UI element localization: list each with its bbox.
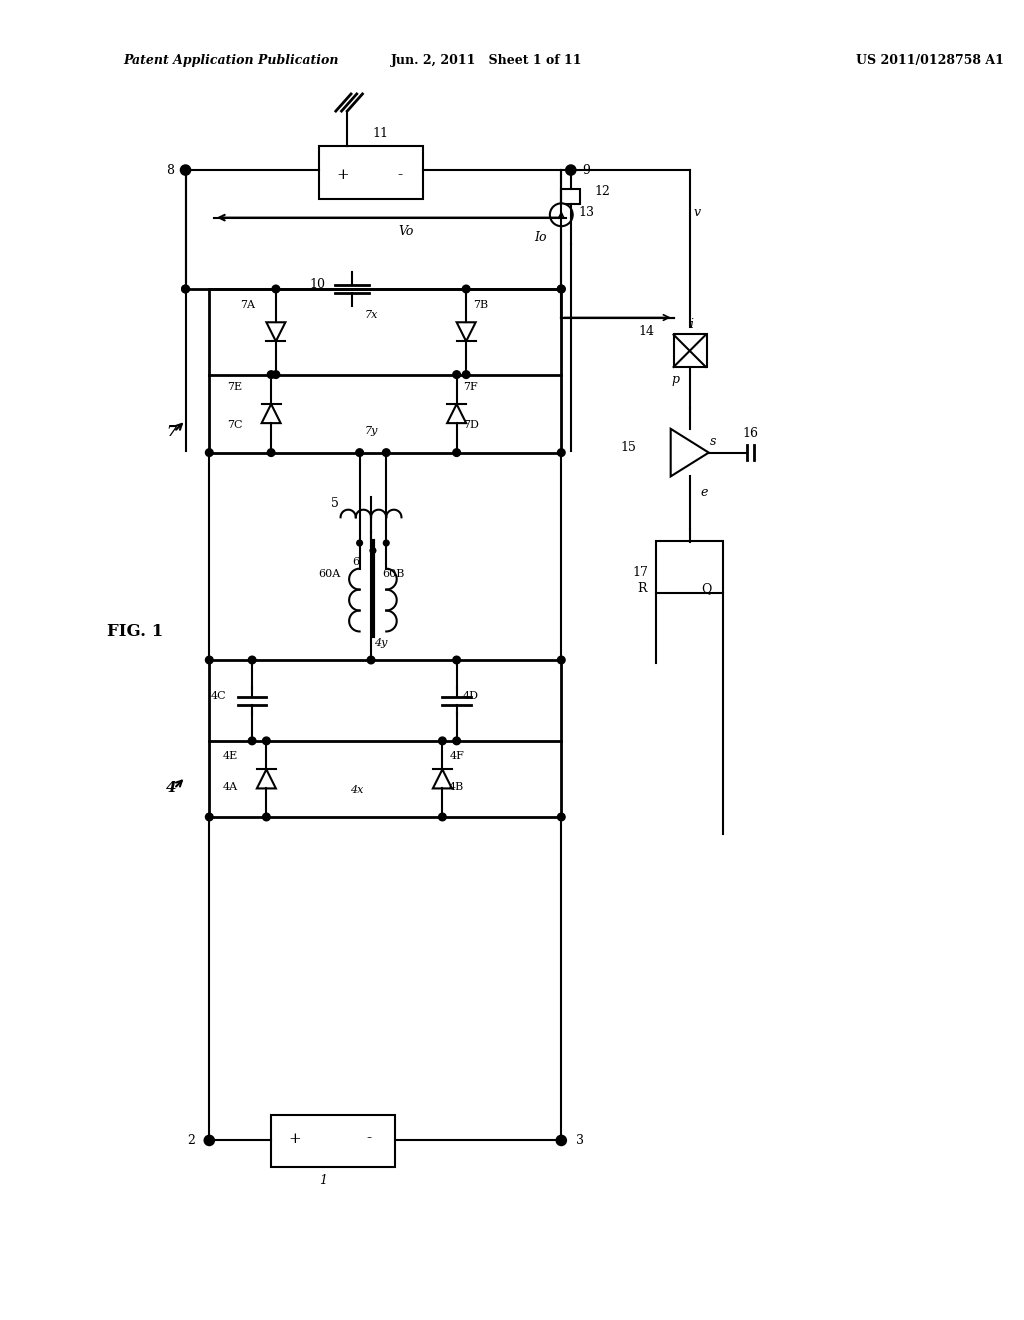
- Circle shape: [382, 449, 390, 457]
- Text: 5: 5: [331, 496, 339, 510]
- Text: 12: 12: [595, 185, 610, 198]
- Text: Io: Io: [535, 231, 547, 244]
- Circle shape: [557, 449, 565, 457]
- Text: 4A: 4A: [222, 781, 238, 792]
- Circle shape: [567, 166, 574, 174]
- Circle shape: [206, 813, 213, 821]
- Text: -: -: [397, 168, 402, 182]
- Circle shape: [453, 656, 461, 664]
- Text: 1: 1: [319, 1173, 328, 1187]
- Text: 11: 11: [373, 128, 388, 140]
- Text: 15: 15: [620, 441, 636, 454]
- Bar: [674, 334, 707, 367]
- Text: 14: 14: [639, 325, 655, 338]
- Text: 4D: 4D: [463, 692, 479, 701]
- Text: Jun. 2, 2011   Sheet 1 of 11: Jun. 2, 2011 Sheet 1 of 11: [391, 54, 583, 67]
- Bar: [318, 147, 423, 198]
- Circle shape: [262, 737, 270, 744]
- Circle shape: [438, 813, 446, 821]
- Text: v: v: [694, 206, 700, 219]
- Text: Vo: Vo: [398, 226, 414, 239]
- Text: 3: 3: [575, 1134, 584, 1147]
- Text: 4E: 4E: [222, 751, 238, 762]
- Circle shape: [438, 737, 446, 744]
- Circle shape: [453, 449, 461, 457]
- Bar: [656, 541, 723, 594]
- Circle shape: [267, 449, 274, 457]
- Text: 10: 10: [309, 277, 326, 290]
- Text: 9: 9: [583, 164, 590, 177]
- Circle shape: [262, 813, 270, 821]
- Text: R: R: [637, 582, 647, 595]
- Text: 4y: 4y: [374, 638, 387, 648]
- Text: 7x: 7x: [365, 310, 378, 319]
- Text: s: s: [711, 434, 717, 447]
- Circle shape: [557, 813, 565, 821]
- Circle shape: [267, 371, 274, 379]
- Text: 13: 13: [579, 206, 594, 219]
- Bar: [271, 1114, 395, 1167]
- Text: 4x: 4x: [350, 785, 364, 796]
- Text: 7E: 7E: [227, 381, 243, 392]
- Text: 7D: 7D: [463, 420, 479, 430]
- Circle shape: [453, 737, 461, 744]
- Text: 4F: 4F: [450, 751, 464, 762]
- Text: 60A: 60A: [318, 569, 340, 579]
- Circle shape: [368, 656, 375, 664]
- Text: 16: 16: [742, 428, 759, 440]
- Text: 7B: 7B: [473, 300, 488, 310]
- Bar: [561, 189, 581, 205]
- Circle shape: [355, 449, 364, 457]
- Text: Patent Application Publication: Patent Application Publication: [124, 54, 339, 67]
- Circle shape: [206, 656, 213, 664]
- Circle shape: [453, 371, 461, 379]
- Circle shape: [181, 285, 189, 293]
- Text: 7C: 7C: [227, 420, 243, 430]
- Text: 4: 4: [166, 781, 176, 796]
- Circle shape: [181, 285, 189, 293]
- Text: Q: Q: [701, 582, 712, 595]
- Circle shape: [181, 165, 190, 174]
- Text: 4C: 4C: [211, 692, 226, 701]
- Text: p: p: [672, 372, 680, 385]
- Circle shape: [557, 285, 565, 293]
- Circle shape: [248, 656, 256, 664]
- Circle shape: [463, 371, 470, 379]
- Text: 60B: 60B: [383, 569, 406, 579]
- Text: 7: 7: [166, 425, 176, 438]
- Circle shape: [557, 285, 565, 293]
- Text: i: i: [689, 318, 693, 331]
- Text: 8: 8: [166, 164, 174, 177]
- Text: +: +: [336, 168, 349, 182]
- Text: 7F: 7F: [464, 381, 478, 392]
- Text: 17: 17: [632, 566, 648, 579]
- Circle shape: [556, 1135, 566, 1146]
- Circle shape: [370, 548, 376, 553]
- Circle shape: [356, 540, 362, 546]
- Text: 6: 6: [352, 557, 359, 568]
- Text: US 2011/0128758 A1: US 2011/0128758 A1: [856, 54, 1005, 67]
- Circle shape: [272, 371, 280, 379]
- Circle shape: [463, 285, 470, 293]
- Circle shape: [205, 1135, 214, 1146]
- Text: 2: 2: [187, 1134, 195, 1147]
- Text: -: -: [367, 1131, 372, 1146]
- Text: 7A: 7A: [240, 300, 255, 310]
- Circle shape: [206, 449, 213, 457]
- Text: +: +: [289, 1131, 301, 1146]
- Circle shape: [550, 203, 572, 226]
- Circle shape: [566, 165, 575, 174]
- Text: e: e: [700, 486, 708, 499]
- Text: 7y: 7y: [365, 426, 378, 436]
- Circle shape: [248, 737, 256, 744]
- Circle shape: [272, 285, 280, 293]
- Text: FIG. 1: FIG. 1: [106, 623, 163, 640]
- Circle shape: [557, 656, 565, 664]
- Text: 4B: 4B: [449, 781, 464, 792]
- Circle shape: [383, 540, 389, 546]
